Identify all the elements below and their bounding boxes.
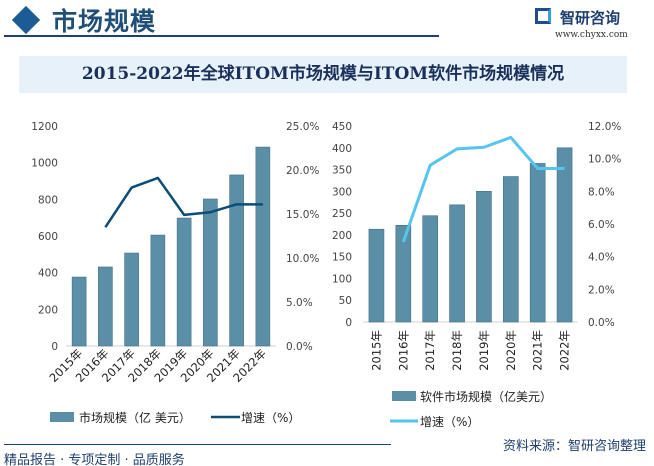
y-left-tick-label: 300 (332, 186, 352, 198)
legend-bar-label: 市场规模（亿 美元） (79, 410, 191, 425)
x-tick-label: 2019年 (477, 330, 491, 371)
y-right-tick-label: 10.0% (286, 253, 319, 265)
x-tick-label: 2022年 (558, 330, 572, 371)
bar (368, 228, 385, 323)
bar (98, 266, 113, 347)
x-tick-label: 2020年 (504, 330, 518, 371)
bar (203, 198, 218, 347)
bar (556, 147, 573, 323)
bar (449, 204, 465, 323)
bar (529, 163, 546, 323)
footer-tagline: 精品报告 · 专项定制 · 品质服务 (4, 453, 185, 466)
bar (395, 225, 412, 323)
y-right-tick-label: 0.0% (588, 317, 615, 329)
legend-line-label: 增速（%） (241, 411, 300, 425)
y-right-tick-label: 5.0% (286, 297, 313, 309)
y-right-tick-label: 15.0% (286, 209, 319, 221)
x-tick-label: 2021年 (531, 330, 545, 371)
y-left-tick-label: 150 (332, 252, 352, 264)
bar (422, 215, 438, 323)
x-tick-label: 2018年 (450, 330, 464, 371)
header-divider (4, 35, 439, 37)
brand-logo-icon (535, 8, 551, 24)
y-right-tick-label: 2.0% (588, 284, 615, 296)
legend-line-label: 增速（%） (420, 415, 479, 429)
y-left-tick-label: 50 (339, 295, 352, 307)
y-right-tick-label: 10.0% (588, 154, 621, 166)
y-left-tick-label: 600 (38, 231, 58, 243)
footer-divider (4, 444, 391, 445)
x-tick-label: 2017年 (423, 330, 437, 371)
bar (124, 252, 139, 347)
bar (476, 191, 492, 323)
y-right-tick-label: 25.0% (286, 121, 319, 133)
y-right-tick-label: 0.0% (286, 341, 313, 353)
y-right-tick-label: 8.0% (588, 186, 615, 198)
y-left-tick-label: 200 (38, 304, 58, 316)
title-band (19, 56, 627, 93)
y-right-tick-label: 6.0% (588, 219, 615, 231)
y-left-tick-label: 0 (345, 317, 352, 329)
y-left-tick-label: 800 (38, 194, 58, 206)
legend-bar-swatch (50, 412, 74, 422)
chart-title: 2015-2022年全球ITOM市场规模与ITOM软件市场规模情况 (81, 64, 565, 84)
y-left-tick-label: 1200 (31, 121, 58, 133)
bar (229, 174, 244, 347)
y-left-tick-label: 200 (332, 230, 352, 242)
y-right-tick-label: 12.0% (588, 121, 621, 133)
brand-name: 智研咨询 (560, 9, 621, 27)
y-left-tick-label: 0 (51, 341, 58, 353)
y-left-tick-label: 400 (38, 268, 58, 280)
x-tick-label: 2015年 (369, 330, 383, 371)
legend-bar-label: 软件市场规模（亿美元） (420, 389, 552, 404)
y-left-tick-label: 400 (332, 143, 352, 155)
legend-bar-swatch (392, 391, 416, 401)
bar (176, 217, 192, 347)
y-right-tick-label: 20.0% (286, 165, 319, 177)
y-left-tick-label: 250 (332, 208, 352, 220)
x-tick-label: 2016年 (396, 330, 410, 371)
y-left-tick-label: 450 (332, 121, 352, 133)
bar (150, 234, 166, 347)
bar (503, 176, 519, 323)
source-note: 资料来源：智研咨询整理 (503, 439, 647, 454)
bar (255, 146, 271, 347)
y-left-tick-label: 100 (332, 273, 352, 285)
section-title: 市场规模 (52, 7, 157, 36)
brand-url: www.chyxx.com (555, 30, 628, 40)
y-left-tick-label: 350 (332, 165, 352, 177)
y-right-tick-label: 4.0% (588, 252, 615, 264)
bar (71, 276, 87, 347)
y-left-tick-label: 1000 (31, 158, 58, 170)
